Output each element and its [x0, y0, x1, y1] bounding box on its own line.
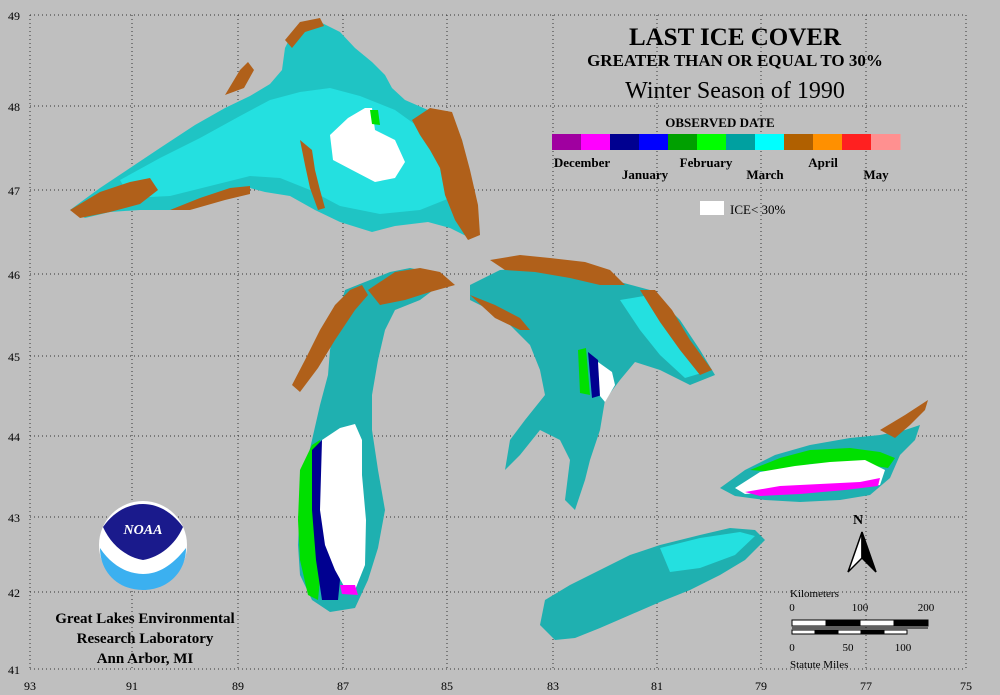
- lon-label-83: 83: [547, 679, 559, 693]
- lake-erie: [540, 528, 765, 640]
- lon-label-89: 89: [232, 679, 244, 693]
- superior-north-shore: [285, 18, 324, 48]
- legend-month-february: February: [680, 155, 733, 170]
- superior-april-east: [412, 108, 480, 240]
- lat-label-45: 45: [8, 350, 20, 364]
- scale-km-label: Kilometers: [790, 588, 839, 600]
- north-arrow-icon: [847, 531, 863, 573]
- legend-ice-label: ICE< 30%: [730, 202, 786, 217]
- org-name-line1: Great Lakes Environmental: [55, 611, 234, 627]
- legend-heading: OBSERVED DATE: [665, 115, 774, 130]
- scale-km-tick-0: 0: [789, 602, 795, 614]
- scale-km-tick-100: 100: [852, 602, 869, 614]
- lat-label-48: 48: [8, 100, 20, 114]
- huron-ice-lt-30: [598, 362, 615, 402]
- legend-segment-11: [871, 134, 901, 150]
- lon-label-75: 75: [960, 679, 972, 693]
- legend-segment-1: [581, 134, 611, 150]
- legend-segment-8: [784, 134, 814, 150]
- michigan-dec-patch: [340, 585, 358, 595]
- huron-april-west: [470, 295, 530, 330]
- superior-april-keweenaw: [300, 140, 325, 210]
- superior-ice-lt-30: [330, 108, 405, 182]
- superior-april-north: [225, 62, 254, 95]
- lon-label-91: 91: [126, 679, 138, 693]
- lat-label-49: 49: [8, 9, 20, 23]
- noaa-logo-wave: [100, 548, 186, 590]
- lake-michigan: [292, 268, 455, 612]
- lon-label-77: 77: [860, 679, 872, 693]
- lon-label-93: 93: [24, 679, 36, 693]
- north-arrow: N: [847, 513, 877, 573]
- huron-feb-patch: [578, 348, 590, 395]
- legend-segment-2: [610, 134, 640, 150]
- legend: OBSERVED DATE December February April Ja…: [552, 115, 901, 217]
- huron-april-georgian: [640, 290, 712, 375]
- org-name-line3: Ann Arbor, MI: [97, 651, 194, 667]
- lat-label-41: 41: [8, 663, 20, 677]
- lat-label-44: 44: [8, 430, 20, 444]
- lake-huron: [470, 255, 715, 510]
- legend-month-january: January: [622, 167, 669, 182]
- noaa-logo-bird: [103, 504, 183, 560]
- huron-jan-patch: [588, 352, 602, 398]
- lat-label-43: 43: [8, 511, 20, 525]
- lon-label-85: 85: [441, 679, 453, 693]
- legend-segment-7: [755, 134, 785, 150]
- legend-segment-4: [668, 134, 698, 150]
- superior-april-west: [70, 178, 158, 218]
- michigan-ice-lt-30: [320, 424, 366, 590]
- scale-mi-tick-0: 0: [789, 642, 795, 654]
- legend-segment-3: [639, 134, 669, 150]
- lake-superior: [70, 18, 480, 240]
- lat-label-47: 47: [8, 184, 20, 198]
- lon-label-87: 87: [337, 679, 349, 693]
- scale-bar: Kilometers 0 100 200 0 50 100 Statute Mi…: [789, 588, 935, 671]
- org-name-line2: Research Laboratory: [77, 631, 214, 647]
- lake-ontario: [720, 400, 928, 502]
- scale-mi-label: Statute Miles: [790, 659, 848, 671]
- superior-feb-patch: [370, 110, 380, 125]
- lat-label-46: 46: [8, 268, 20, 282]
- superior-april-south: [170, 186, 250, 210]
- legend-segment-9: [813, 134, 843, 150]
- title-line1: LAST ICE COVER: [629, 24, 842, 51]
- lat-label-42: 42: [8, 586, 20, 600]
- legend-ice-swatch: [700, 201, 724, 215]
- ontario-april-ne: [880, 400, 928, 438]
- ontario-feb-band: [750, 448, 895, 472]
- michigan-april-greenbay: [292, 285, 368, 392]
- huron-light-east: [620, 295, 705, 378]
- legend-month-may: May: [863, 167, 889, 182]
- scale-mi-tick-100: 100: [895, 642, 912, 654]
- noaa-logo: NOAA: [99, 501, 187, 590]
- legend-segment-5: [697, 134, 727, 150]
- lon-label-81: 81: [651, 679, 663, 693]
- legend-color-bar: [552, 134, 901, 150]
- legend-segment-0: [552, 134, 582, 150]
- legend-segment-10: [842, 134, 872, 150]
- legend-month-april: April: [808, 155, 838, 170]
- north-arrow-label: N: [853, 513, 863, 528]
- ontario-dec-band: [745, 478, 880, 496]
- noaa-logo-text: NOAA: [123, 523, 163, 538]
- legend-month-march: March: [746, 167, 784, 182]
- huron-april-north: [490, 255, 625, 285]
- lon-label-79: 79: [755, 679, 767, 693]
- michigan-april-north: [368, 268, 455, 305]
- title-line2: GREATER THAN OR EQUAL TO 30%: [587, 51, 883, 70]
- legend-segment-6: [726, 134, 756, 150]
- title-line3: Winter Season of 1990: [625, 78, 845, 104]
- legend-month-december: December: [554, 155, 611, 170]
- scale-mi-tick-50: 50: [843, 642, 855, 654]
- erie-light-east: [660, 532, 755, 572]
- scale-km-tick-200: 200: [918, 602, 935, 614]
